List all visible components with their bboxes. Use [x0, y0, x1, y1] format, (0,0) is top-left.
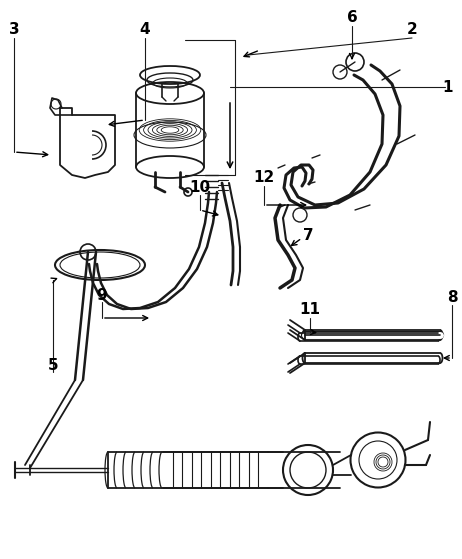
Text: 6: 6 [346, 11, 358, 26]
Text: 11: 11 [299, 302, 321, 318]
Text: 2: 2 [407, 22, 417, 37]
Text: 12: 12 [253, 170, 274, 186]
Text: 1: 1 [443, 79, 453, 94]
Text: 7: 7 [303, 228, 313, 243]
Text: 8: 8 [447, 291, 457, 306]
Text: 4: 4 [140, 22, 150, 37]
Text: 5: 5 [48, 358, 58, 372]
Text: 3: 3 [9, 22, 19, 37]
Text: 9: 9 [97, 287, 107, 302]
Text: 10: 10 [189, 181, 211, 196]
